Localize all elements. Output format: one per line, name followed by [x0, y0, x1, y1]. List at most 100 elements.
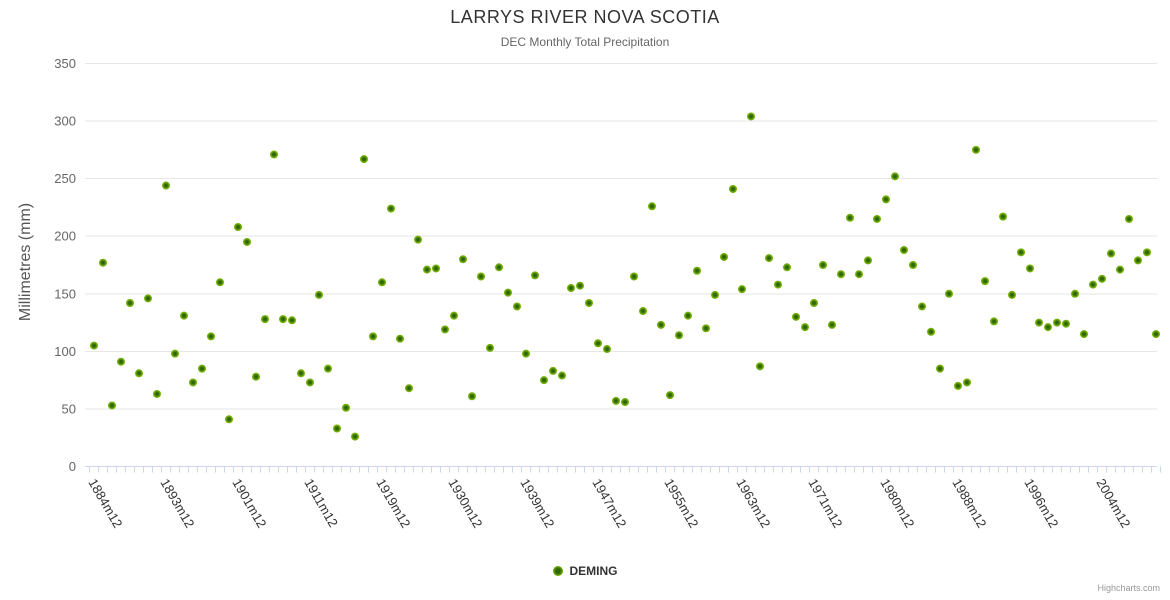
data-point[interactable] [684, 311, 692, 320]
data-point[interactable] [702, 324, 710, 333]
data-point[interactable] [1152, 330, 1160, 339]
data-point[interactable] [945, 289, 953, 298]
data-point[interactable] [837, 270, 845, 279]
data-point[interactable] [1026, 264, 1034, 273]
data-point[interactable] [576, 281, 584, 290]
data-point[interactable] [846, 213, 854, 222]
data-point[interactable] [135, 369, 143, 378]
data-point[interactable] [243, 237, 251, 246]
data-point[interactable] [207, 332, 215, 341]
data-point[interactable] [1134, 256, 1142, 265]
data-point[interactable] [99, 258, 107, 267]
data-point[interactable] [126, 298, 134, 307]
data-point[interactable] [396, 334, 404, 343]
data-point[interactable] [495, 263, 503, 272]
data-point[interactable] [981, 277, 989, 286]
data-point[interactable] [297, 369, 305, 378]
data-point[interactable] [864, 256, 872, 265]
data-point[interactable] [378, 278, 386, 287]
data-point[interactable] [675, 331, 683, 340]
data-point[interactable] [801, 323, 809, 332]
data-point[interactable] [612, 396, 620, 405]
data-point[interactable] [468, 392, 476, 401]
data-point[interactable] [144, 294, 152, 303]
data-point[interactable] [666, 391, 674, 400]
data-point[interactable] [972, 145, 980, 154]
data-point[interactable] [1143, 248, 1151, 257]
data-point[interactable] [621, 398, 629, 407]
data-point[interactable] [648, 202, 656, 211]
data-point[interactable] [189, 378, 197, 387]
legend-item-deming[interactable]: DEMING [0, 564, 1170, 578]
data-point[interactable] [828, 320, 836, 329]
data-point[interactable] [450, 311, 458, 320]
data-point[interactable] [342, 403, 350, 412]
data-point[interactable] [1116, 265, 1124, 274]
data-point[interactable] [360, 155, 368, 164]
data-point[interactable] [432, 264, 440, 273]
data-point[interactable] [486, 343, 494, 352]
data-point[interactable] [531, 271, 539, 280]
data-point[interactable] [369, 332, 377, 341]
data-point[interactable] [414, 235, 422, 244]
data-point[interactable] [306, 378, 314, 387]
data-point[interactable] [774, 280, 782, 289]
data-point[interactable] [792, 312, 800, 321]
data-point[interactable] [603, 345, 611, 354]
data-point[interactable] [1035, 318, 1043, 327]
data-point[interactable] [567, 284, 575, 293]
data-point[interactable] [1062, 319, 1070, 328]
data-point[interactable] [315, 290, 323, 299]
data-point[interactable] [954, 381, 962, 390]
data-point[interactable] [711, 290, 719, 299]
data-point[interactable] [261, 315, 269, 324]
data-point[interactable] [756, 362, 764, 371]
data-point[interactable] [747, 112, 755, 121]
data-point[interactable] [819, 261, 827, 269]
data-point[interactable] [720, 252, 728, 261]
data-point[interactable] [459, 255, 467, 264]
data-point[interactable] [234, 223, 242, 232]
data-point[interactable] [423, 265, 431, 274]
data-point[interactable] [1053, 318, 1061, 327]
data-point[interactable] [630, 272, 638, 281]
data-point[interactable] [171, 349, 179, 358]
data-point[interactable] [918, 302, 926, 311]
data-point[interactable] [252, 372, 260, 381]
data-point[interactable] [351, 432, 359, 441]
data-point[interactable] [990, 317, 998, 326]
data-point[interactable] [594, 339, 602, 348]
data-point[interactable] [405, 384, 413, 393]
data-point[interactable] [288, 316, 296, 325]
data-point[interactable] [1098, 274, 1106, 283]
credits-link[interactable]: Highcharts.com [1097, 583, 1160, 593]
data-point[interactable] [504, 288, 512, 297]
data-point[interactable] [117, 357, 125, 366]
data-point[interactable] [387, 204, 395, 213]
data-point[interactable] [522, 349, 530, 358]
data-point[interactable] [657, 320, 665, 329]
data-point[interactable] [198, 364, 206, 373]
data-point[interactable] [90, 341, 98, 350]
data-point[interactable] [765, 254, 773, 263]
data-point[interactable] [1017, 248, 1025, 257]
data-point[interactable] [855, 270, 863, 279]
data-point[interactable] [333, 424, 341, 433]
data-point[interactable] [738, 285, 746, 294]
data-point[interactable] [216, 278, 224, 287]
data-point[interactable] [1125, 214, 1133, 223]
data-point[interactable] [891, 172, 899, 181]
data-point[interactable] [162, 181, 170, 190]
data-point[interactable] [693, 266, 701, 275]
data-point[interactable] [783, 263, 791, 272]
data-point[interactable] [558, 371, 566, 380]
data-point[interactable] [900, 246, 908, 255]
data-point[interactable] [873, 214, 881, 223]
data-point[interactable] [513, 302, 521, 311]
data-point[interactable] [1044, 323, 1052, 332]
data-point[interactable] [108, 401, 116, 410]
data-point[interactable] [1089, 280, 1097, 289]
data-point[interactable] [477, 272, 485, 281]
data-point[interactable] [153, 389, 161, 398]
data-point[interactable] [270, 150, 278, 159]
